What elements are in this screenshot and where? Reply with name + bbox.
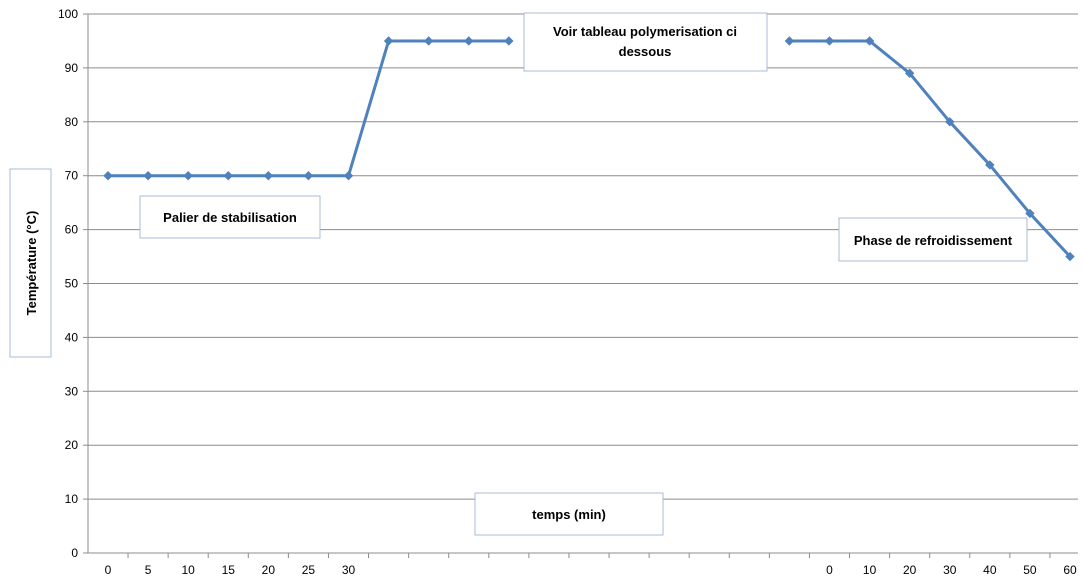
x-tick-label: 20 <box>262 563 276 577</box>
data-point <box>143 170 153 181</box>
data-point <box>504 36 514 46</box>
data-point <box>303 170 314 181</box>
x-axis-title: temps (min) <box>474 492 664 536</box>
data-point <box>343 170 354 181</box>
annotation-polymerisation-text: dessous <box>619 44 672 59</box>
x-axis-title-text: temps (min) <box>532 507 606 522</box>
annotation-refroidissement: Phase de refroidissement <box>838 217 1028 262</box>
data-point <box>945 117 955 127</box>
data-point <box>824 36 835 46</box>
x-tick-label: 60 <box>1063 563 1077 577</box>
y-tick-label: 70 <box>65 169 79 183</box>
y-tick-label: 60 <box>65 223 79 237</box>
x-tick-label: 50 <box>1023 563 1037 577</box>
annotation-polymerisation: Voir tableau polymerisation ci dessous <box>523 12 768 72</box>
y-tick-label: 0 <box>71 546 78 560</box>
x-tick-label: 0 <box>826 563 833 577</box>
y-tick-label: 80 <box>65 115 79 129</box>
y-axis-title-text: Température (°C) <box>24 211 39 316</box>
annotation-stabilisation: Palier de stabilisation <box>139 195 321 239</box>
y-tick-label: 40 <box>65 330 79 344</box>
x-tick-label: 10 <box>181 563 195 577</box>
annotation-polymerisation-box <box>523 12 768 72</box>
y-tick-label: 90 <box>65 61 79 75</box>
data-point <box>985 160 995 170</box>
data-point <box>864 36 875 46</box>
data-point <box>1065 251 1075 262</box>
data-point <box>383 36 394 46</box>
x-tick-label: 0 <box>105 563 112 577</box>
data-point <box>423 36 434 46</box>
y-tick-label: 50 <box>65 277 79 291</box>
y-tick-label: 20 <box>65 438 79 452</box>
y-axis-ticks: 0 10 20 30 40 50 60 70 80 90 100 <box>58 7 88 560</box>
annotation-stabilisation-box <box>139 195 321 239</box>
data-point <box>103 170 113 181</box>
annotation-refroidissement-text: Phase de refroidissement <box>854 233 1013 248</box>
x-tick-label: 30 <box>943 563 957 577</box>
series-line-segment-2 <box>787 39 1072 259</box>
x-tick-label: 25 <box>302 563 316 577</box>
plot-series <box>103 36 1075 262</box>
x-tick-label: 10 <box>863 563 877 577</box>
y-axis-title-box <box>9 168 52 358</box>
x-tick-label: 20 <box>903 563 917 577</box>
y-axis-title: Température (°C) <box>9 168 52 358</box>
data-point <box>904 68 915 78</box>
annotations: Palier de stabilisation Voir tableau poly… <box>9 12 1028 536</box>
x-tick-label: 30 <box>342 563 356 577</box>
x-axis-title-box <box>474 492 664 536</box>
data-point <box>183 170 193 181</box>
x-tick-label: 15 <box>222 563 236 577</box>
annotation-refroidissement-box <box>838 217 1028 262</box>
y-tick-label: 10 <box>65 492 79 506</box>
x-tick-label: 5 <box>145 563 152 577</box>
annotation-polymerisation-text: Voir tableau polymerisation ci <box>553 24 737 39</box>
data-point <box>263 170 274 181</box>
data-point <box>1025 208 1035 219</box>
x-axis: 0 5 10 15 20 25 30 0 10 20 30 40 50 60 <box>87 14 1078 577</box>
data-point <box>464 36 474 46</box>
y-tick-label: 100 <box>58 7 78 21</box>
data-point <box>223 170 233 181</box>
series-line-segment-1 <box>106 39 511 178</box>
x-tick-label: 40 <box>983 563 997 577</box>
data-point <box>784 36 795 46</box>
y-tick-label: 30 <box>65 384 79 398</box>
annotation-stabilisation-text: Palier de stabilisation <box>163 210 297 225</box>
